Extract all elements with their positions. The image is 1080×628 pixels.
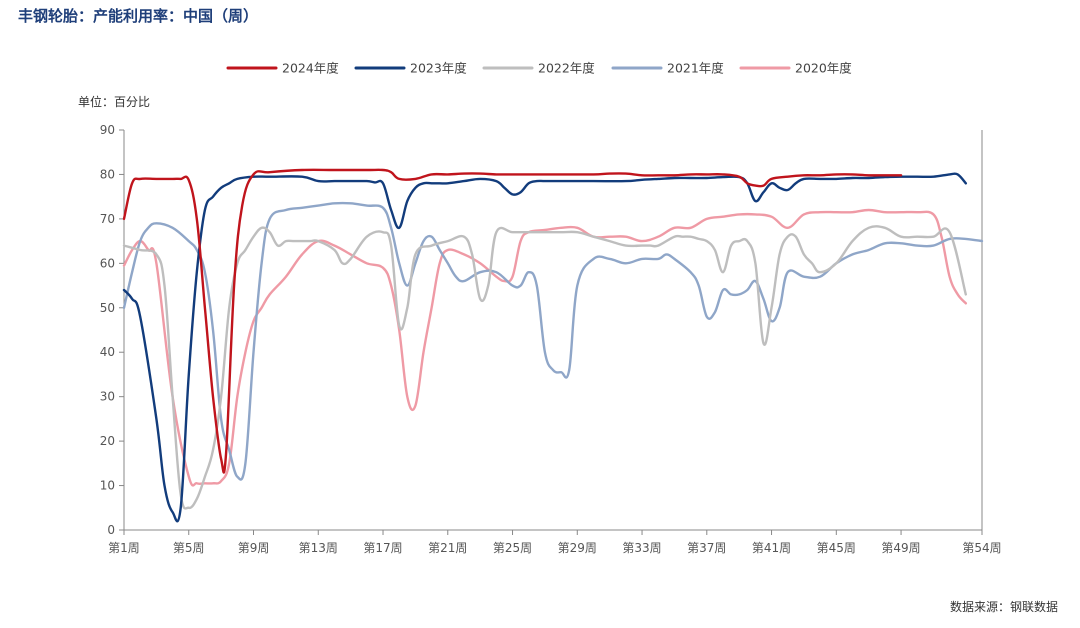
y-tick-label: 80 xyxy=(100,167,115,181)
page-title: 丰钢轮胎：产能利用率：中国（周） xyxy=(18,7,259,25)
legend-label-2022: 2022年度 xyxy=(538,61,595,76)
series-line-2023 xyxy=(122,172,967,523)
y-tick-label: 0 xyxy=(107,523,115,537)
legend: 2024年度 2023年度 2022年度 2021年度 2020年度 xyxy=(226,61,852,76)
legend-label-2020: 2020年度 xyxy=(795,61,852,76)
series-lines xyxy=(122,168,984,523)
y-tick-label: 60 xyxy=(100,256,115,270)
x-tick-label: 第29周 xyxy=(558,541,597,555)
legend-label-2021: 2021年度 xyxy=(667,61,724,76)
series-line-2020 xyxy=(122,208,967,487)
y-tick-label: 40 xyxy=(100,345,115,359)
y-tick-label: 20 xyxy=(100,434,115,448)
x-tick-label: 第17周 xyxy=(363,541,402,555)
y-tick-label: 50 xyxy=(100,301,115,315)
x-tick-label: 第54周 xyxy=(962,541,1001,555)
x-tick-label: 第21周 xyxy=(428,541,467,555)
y-tick-label: 70 xyxy=(100,212,115,226)
x-tick-label: 第13周 xyxy=(299,541,338,555)
series-line-2021 xyxy=(122,201,984,481)
x-tick-label: 第33周 xyxy=(622,541,661,555)
y-tick-label: 30 xyxy=(100,390,115,404)
axes: 0 10 20 30 40 50 60 70 80 90 第1周 第5周 第9周 第13周 第17周 第21周… xyxy=(100,123,1002,555)
x-tick-label: 第37周 xyxy=(687,541,726,555)
legend-label-2024: 2024年度 xyxy=(282,61,339,76)
y-tick-label: 90 xyxy=(100,123,115,137)
x-tick-label: 第5周 xyxy=(173,541,205,555)
series-line-2022 xyxy=(122,225,967,510)
x-tick-label: 第49周 xyxy=(881,541,920,555)
x-tick-label: 第45周 xyxy=(817,541,856,555)
y-axis-unit-label: 单位：百分比 xyxy=(78,95,151,109)
x-tick-label: 第9周 xyxy=(238,541,270,555)
y-tick-label: 10 xyxy=(100,479,115,493)
legend-label-2023: 2023年度 xyxy=(410,61,467,76)
data-source-note: 数据来源：钢联数据 xyxy=(949,600,1058,614)
x-tick-label: 第1周 xyxy=(108,541,140,555)
x-tick-label: 第25周 xyxy=(493,541,532,555)
series-line-2024 xyxy=(122,168,903,474)
x-tick-label: 第41周 xyxy=(752,541,791,555)
